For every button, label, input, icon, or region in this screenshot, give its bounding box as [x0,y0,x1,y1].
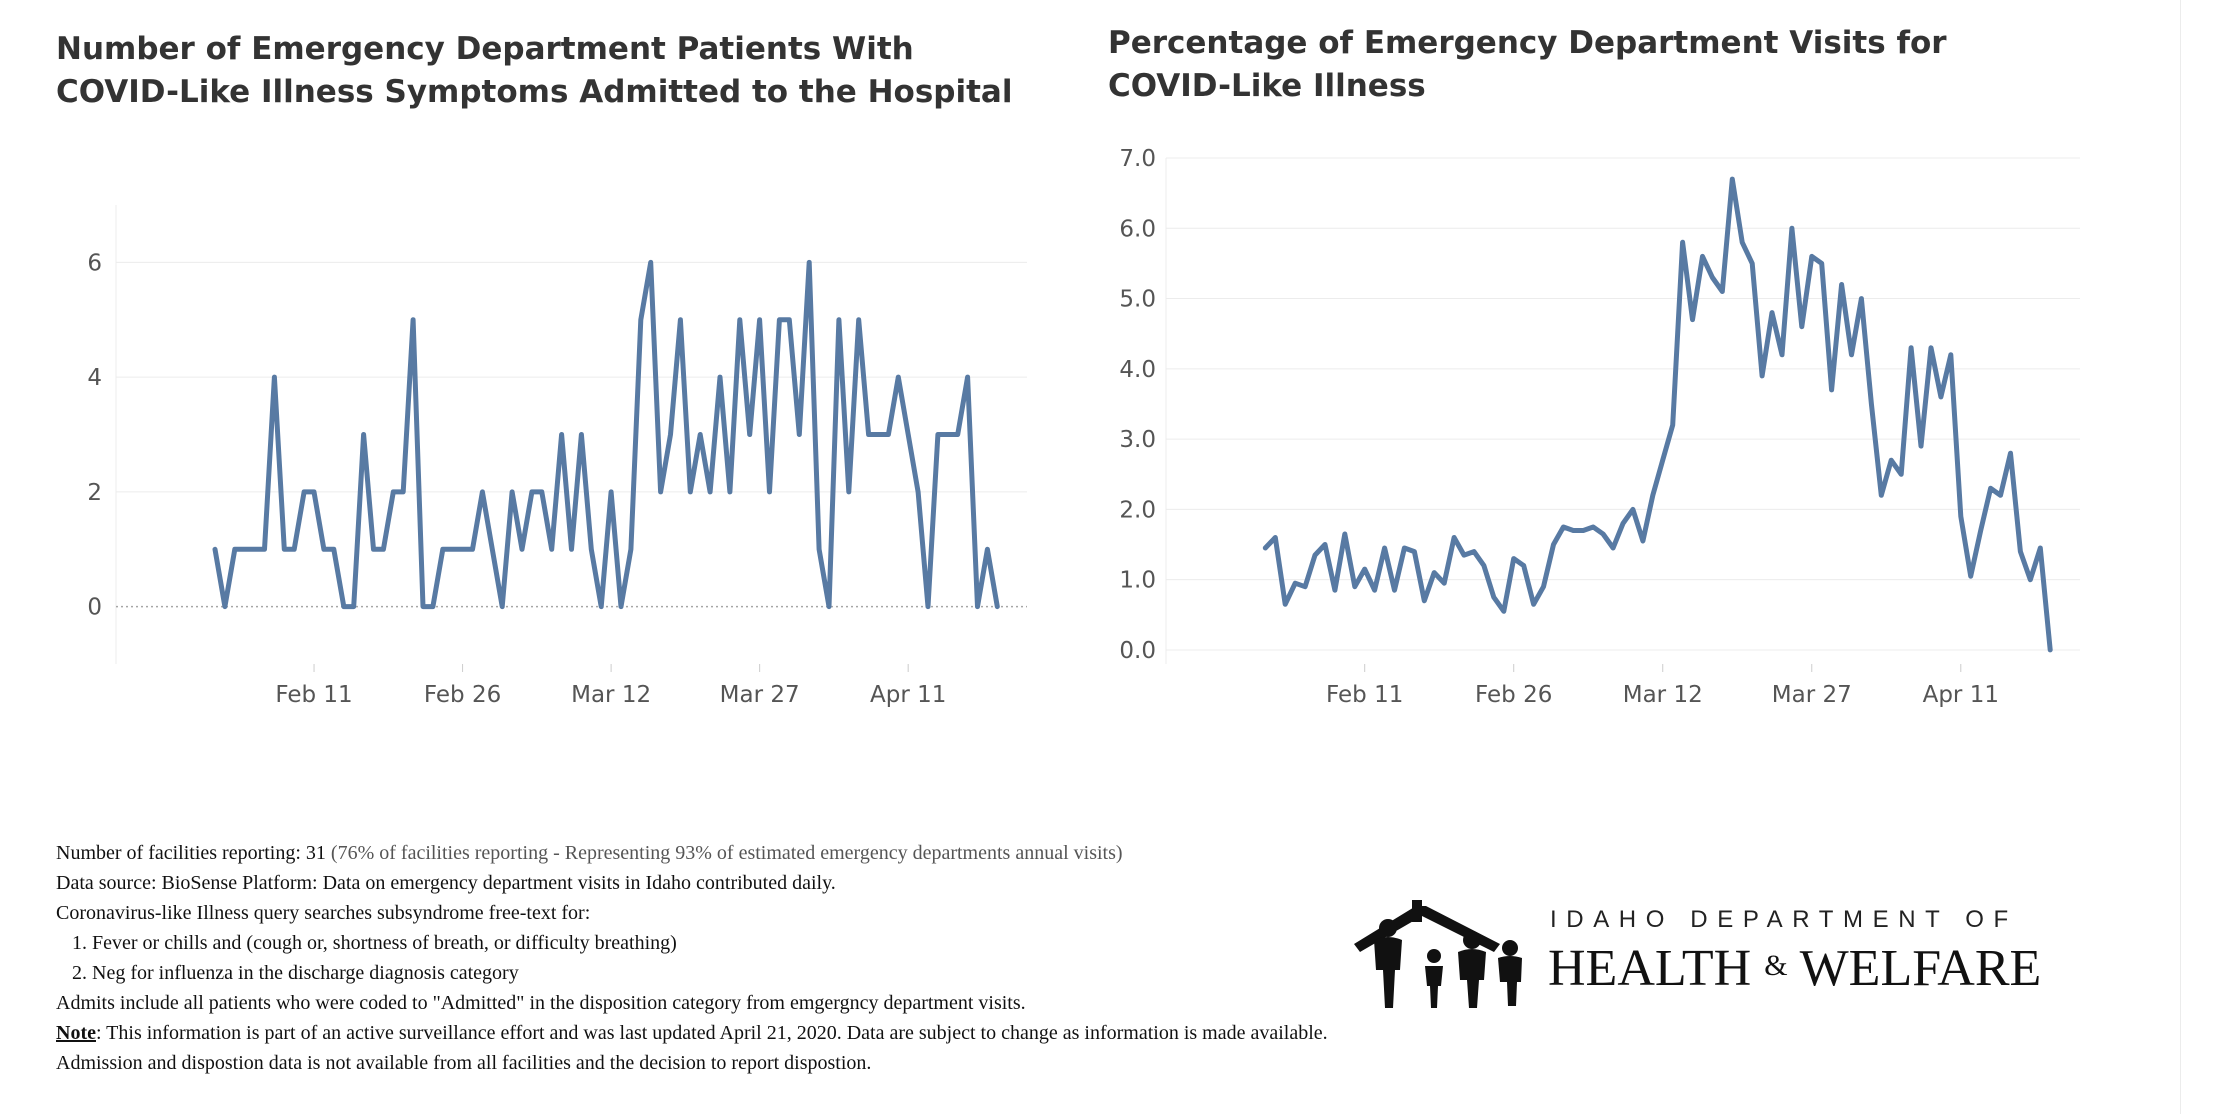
note-label: Note [56,1022,96,1044]
left-y-tick-label: 6 [87,250,102,276]
right-x-tick-label: Feb 26 [1475,682,1552,708]
logo-word-welfare: WELFARE [1799,940,2042,997]
charts-canvas: 0 2 4 6 Feb 11 Feb 26 Mar 12 Mar 27 Apr 11 0.0 1.0… [87,146,2080,708]
notes-section: Number of facilities reporting: 31 (76% … [56,838,1356,1078]
right-y-tick-label: 4.0 [1119,357,1156,383]
family-silhouette-house-icon [1354,900,1522,1008]
right-y-tick-label: 7.0 [1119,146,1156,172]
facilities-line: Number of facilities reporting: 31 (76% … [56,838,1356,868]
page-edge-divider [2180,0,2181,1114]
right-y-tick-label: 5.0 [1119,287,1156,313]
logo-word-health: HEALTH [1548,940,1752,997]
query-intro-line: Coronavirus-like Illness query searches … [56,902,591,924]
right-y-tick-label: 3.0 [1119,427,1156,453]
right-x-tick-label: Mar 12 [1623,682,1703,708]
right-x-tick-label: Mar 27 [1772,682,1852,708]
left-x-tick-label: Feb 11 [275,682,352,708]
criteria-item-2: 2. Neg for influenza in the discharge di… [72,962,519,984]
right-y-tick-label: 0.0 [1119,638,1156,664]
criteria-item-1: 1. Fever or chills and (cough or, shortn… [72,932,677,954]
right-chart-title: Percentage of Emergency Department Visit… [1108,25,1947,104]
logo-line-department: IDAHO DEPARTMENT OF [1550,906,2018,933]
logo-line-health-welfare: HEALTH & WELFARE [1548,936,2041,999]
left-x-tick-label: Feb 26 [424,682,501,708]
left-y-tick-label: 2 [87,480,102,506]
facilities-detail: (76% of facilities reporting - Represent… [330,842,1123,864]
right-series-line [1262,176,2053,653]
left-x-tick-label: Apr 11 [870,682,946,708]
logo-ampersand: & [1764,949,1788,982]
right-y-tick-label: 2.0 [1119,497,1156,523]
right-x-tick-label: Apr 11 [1923,682,1999,708]
note-paragraph: Note: This information is part of an act… [56,1018,1356,1078]
left-y-tick-label: 4 [87,365,102,391]
facilities-count: Number of facilities reporting: 31 [56,842,331,864]
note-text: : This information is part of an active … [56,1022,1328,1074]
left-series-line [212,259,1000,610]
left-x-tick-label: Mar 12 [571,682,651,708]
admits-line: Admits include all patients who were cod… [56,992,1026,1014]
left-y-tick-label: 0 [87,595,102,621]
left-chart-title: Number of Emergency Department Patients … [56,31,1013,110]
idhw-logo: IDAHO DEPARTMENT OF HEALTH & WELFARE [1350,898,2050,1018]
left-x-tick-label: Mar 27 [720,682,800,708]
right-y-tick-label: 1.0 [1119,568,1156,594]
right-x-tick-label: Feb 11 [1326,682,1403,708]
right-y-tick-label: 6.0 [1119,216,1156,242]
data-source-line: Data source: BioSense Platform: Data on … [56,872,836,894]
